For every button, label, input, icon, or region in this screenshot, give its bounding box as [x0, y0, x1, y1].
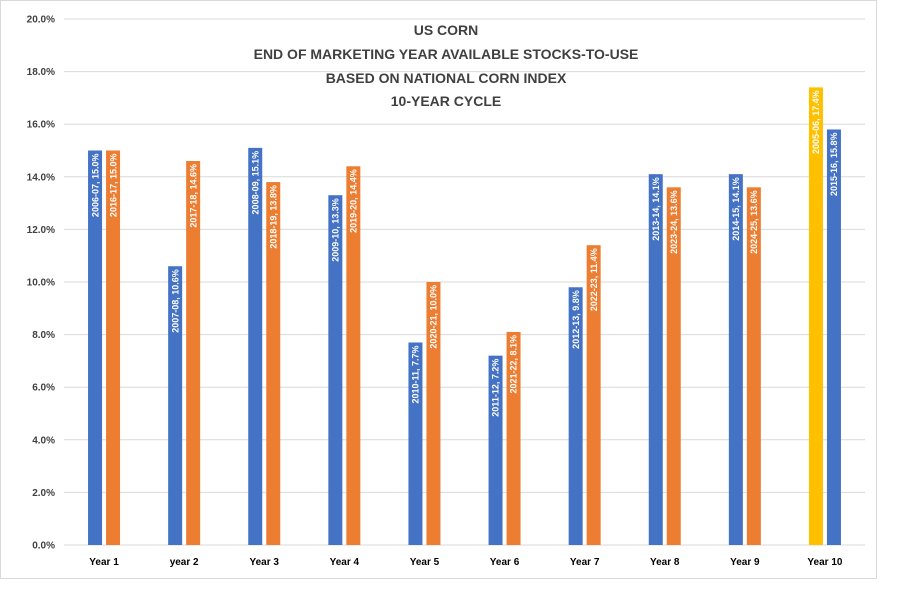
y-tick-label: 6.0%: [32, 383, 55, 394]
y-tick-label: 2.0%: [32, 488, 55, 499]
bar: [568, 287, 583, 545]
data-label: 2017-18, 14.6%: [188, 164, 198, 228]
bar: [666, 187, 681, 545]
bar: [506, 331, 521, 545]
x-tick-label: Year 5: [410, 557, 440, 568]
y-tick-label: 0.0%: [32, 541, 55, 552]
bar: [808, 87, 823, 545]
x-tick-label: year 2: [170, 557, 199, 568]
x-tick-label: Year 3: [250, 557, 280, 568]
y-axis-tick-labels: 0.0% 2.0% 4.0% 6.0% 8.0% 10.0% 12.0% 14.0% 16.0%…: [27, 15, 55, 552]
data-label: 2011-12, 7.2%: [491, 359, 501, 417]
bar: [586, 245, 601, 545]
data-label: 2006-07, 15.0%: [90, 154, 100, 218]
data-label: 2016-17, 15.0%: [108, 154, 118, 218]
data-label: 2009-10, 13.3%: [331, 198, 341, 262]
bar: [746, 187, 761, 545]
chart-title-line: END OF MARKETING YEAR AVAILABLE STOCKS-T…: [254, 46, 639, 62]
y-tick-label: 18.0%: [27, 67, 55, 78]
y-tick-label: 4.0%: [32, 435, 55, 446]
data-label: 2013-14, 14.1%: [651, 177, 661, 241]
x-tick-label: Year 9: [730, 557, 760, 568]
chart-title: US CORN END OF MARKETING YEAR AVAILABLE S…: [254, 22, 639, 109]
bar: [408, 342, 423, 545]
bars: [88, 87, 841, 546]
data-label: 2008-09, 15.1%: [250, 151, 260, 215]
y-tick-label: 10.0%: [27, 278, 55, 289]
y-tick-label: 20.0%: [27, 15, 55, 26]
data-label: 2007-08, 10.6%: [170, 269, 180, 333]
data-label: 2010-11, 7.7%: [411, 345, 421, 403]
bar: [728, 174, 743, 546]
bar: [826, 129, 841, 545]
data-label: 2012-13, 9.8%: [571, 290, 581, 349]
bar: [346, 166, 361, 545]
data-label: 2015-16, 15.8%: [829, 132, 839, 196]
chart-title-line: BASED ON NATIONAL CORN INDEX: [326, 70, 567, 86]
y-tick-label: 8.0%: [32, 330, 55, 341]
bar: [88, 150, 103, 545]
y-tick-label: 16.0%: [27, 120, 55, 131]
bar: [488, 355, 503, 545]
data-label: 2024-25, 13.6%: [749, 190, 759, 254]
data-label: 2005-06, 17.4%: [811, 90, 821, 154]
y-tick-label: 14.0%: [27, 172, 55, 183]
bar: [266, 182, 281, 545]
data-label: 2023-24, 13.6%: [669, 190, 679, 254]
data-label: 2021-22, 8.1%: [509, 335, 519, 394]
bar: [328, 195, 343, 545]
data-label: 2022-23, 11.4%: [589, 248, 599, 311]
bar: [186, 161, 201, 545]
x-tick-label: Year 10: [807, 557, 842, 568]
data-labels: 2006-07, 15.0% 2016-17, 15.0% 2007-08, 10.…: [90, 90, 839, 416]
x-tick-label: Year 4: [330, 557, 360, 568]
chart-title-line: 10-YEAR CYCLE: [391, 93, 501, 109]
bar: [248, 147, 263, 545]
bar: [426, 282, 441, 545]
data-label: 2014-15, 14.1%: [731, 177, 741, 241]
bar: [106, 150, 121, 545]
data-label: 2020-21, 10.0%: [429, 285, 439, 349]
x-axis-category-labels: Year 1 year 2 Year 3 Year 4 Year 5 Year 6 Year…: [89, 557, 843, 568]
x-tick-label: Year 6: [490, 557, 520, 568]
data-label: 2019-20, 14.4%: [349, 169, 359, 233]
y-tick-label: 12.0%: [27, 225, 55, 236]
x-tick-label: Year 7: [570, 557, 600, 568]
bar: [648, 174, 663, 546]
x-tick-label: Year 8: [650, 557, 680, 568]
data-label: 2018-19, 13.8%: [268, 185, 278, 249]
chart-title-line: US CORN: [414, 22, 479, 38]
x-tick-label: Year 1: [89, 557, 119, 568]
bar: [168, 266, 183, 545]
